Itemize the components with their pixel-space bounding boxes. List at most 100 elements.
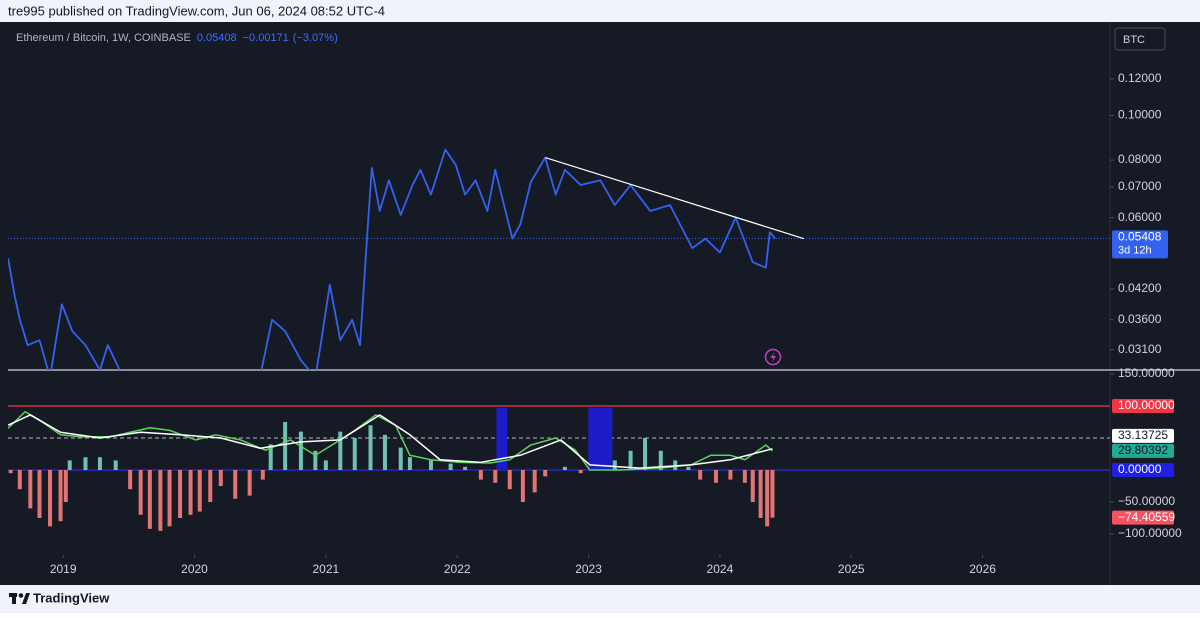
histogram-bar [338, 431, 343, 471]
histogram-bar [658, 450, 663, 471]
histogram-bar [713, 470, 718, 483]
histogram-bar [158, 470, 163, 531]
value-label: 0.00000 [1118, 462, 1162, 476]
histogram-bar [97, 457, 102, 471]
histogram-bar [382, 434, 387, 471]
brand: TradingView [33, 590, 110, 605]
histogram-bar [298, 431, 303, 471]
histogram-bar [283, 422, 288, 471]
histogram-bar [728, 470, 733, 480]
signal-bar [601, 407, 605, 471]
histogram-bar [63, 470, 68, 503]
histogram-bar [128, 470, 133, 490]
histogram-bar [532, 470, 537, 493]
histogram-bar [58, 470, 63, 522]
x-tick-label: 2022 [444, 562, 471, 576]
histogram-bar [197, 470, 202, 512]
x-tick-label: 2025 [838, 562, 865, 576]
last-price-label: 0.05408 [1118, 230, 1162, 244]
signal-bar [596, 407, 600, 471]
signal-bar [501, 407, 505, 471]
signal-bar [496, 407, 500, 471]
y-tick-label: 0.04200 [1118, 281, 1162, 295]
histogram-bar [493, 470, 498, 483]
histogram-bar [313, 450, 318, 471]
signal-bar [588, 407, 592, 471]
histogram-bar [758, 470, 763, 519]
histogram-bar [368, 425, 373, 471]
legend-title: Ethereum / Bitcoin, 1W, COINBASE [16, 32, 191, 44]
histogram-bar [113, 460, 118, 471]
x-tick-label: 2021 [313, 562, 340, 576]
histogram-bar [268, 444, 273, 471]
histogram-bar [770, 470, 775, 518]
histogram-bar [765, 470, 770, 527]
footer-bar [0, 585, 1200, 613]
value-label-box [1112, 443, 1174, 458]
histogram-bar [643, 438, 648, 471]
histogram-bar [686, 466, 691, 471]
y-tick-label: 0.03600 [1118, 312, 1162, 326]
signal-bar [609, 407, 613, 471]
countdown: 3d 12h [1118, 244, 1152, 256]
histogram-bar [478, 470, 483, 480]
histogram-bar [233, 470, 238, 499]
x-tick-label: 2020 [181, 562, 208, 576]
histogram-bar [167, 470, 172, 527]
histogram-bar [520, 470, 525, 503]
price-pane [8, 148, 1110, 370]
histogram-bar [67, 460, 72, 471]
x-tick-label: 2026 [969, 562, 996, 576]
histogram-bar [323, 460, 328, 471]
oscillator-line [8, 414, 773, 469]
histogram-bar [28, 470, 33, 509]
oscillator-line [8, 411, 773, 471]
signal-bar [593, 407, 597, 471]
histogram-bar [407, 457, 412, 471]
signal-bar [590, 407, 594, 471]
histogram-bar [8, 470, 13, 474]
histogram-bar [750, 470, 755, 503]
y-tick-label: 0.03100 [1118, 342, 1162, 356]
histogram-bar [448, 463, 453, 471]
x-tick-label: 2023 [575, 562, 602, 576]
signal-bar [604, 407, 608, 471]
legend-change: −0.00171 [243, 32, 289, 44]
legend: Ethereum / Bitcoin, 1W, COINBASE 0.05408−… [16, 32, 338, 44]
histogram-bar [247, 470, 252, 496]
histogram-bar [742, 470, 747, 483]
currency: BTC [1123, 34, 1145, 46]
y-tick-label: 0.12000 [1118, 71, 1162, 85]
histogram-bar [562, 466, 567, 471]
price-line [8, 148, 776, 370]
trendline [545, 156, 805, 240]
oscillator-pane [8, 405, 1110, 531]
value-label-box [1112, 463, 1174, 478]
histogram-bar [48, 470, 53, 527]
last-price-box [1112, 230, 1168, 259]
y-tick-label: 0.06000 [1118, 210, 1162, 224]
lightning-icon [764, 348, 782, 366]
histogram-bar [188, 470, 193, 515]
value-label-box [1112, 510, 1174, 525]
currency-box [1114, 27, 1166, 51]
signal-bar [504, 407, 508, 471]
value-label: 33.13725 [1118, 428, 1168, 442]
histogram-bar [352, 438, 357, 471]
publisher-line: tre995 published on TradingView.com, Jun… [8, 3, 385, 18]
value-label: 29.80392 [1118, 443, 1168, 457]
legend-last: 0.05408 [197, 32, 237, 44]
y-tick-label: 150.00000 [1118, 366, 1175, 380]
histogram-bar [147, 470, 152, 529]
signal-bar [499, 407, 503, 471]
value-label: −74.40559 [1118, 510, 1175, 524]
histogram-bar [612, 460, 617, 471]
histogram-bar [83, 457, 88, 471]
x-tick-label: 2019 [50, 562, 77, 576]
histogram-bar [628, 450, 633, 471]
y-tick-label: 0.07000 [1118, 179, 1162, 193]
brand-logo [9, 593, 30, 604]
histogram-bar [138, 470, 143, 515]
